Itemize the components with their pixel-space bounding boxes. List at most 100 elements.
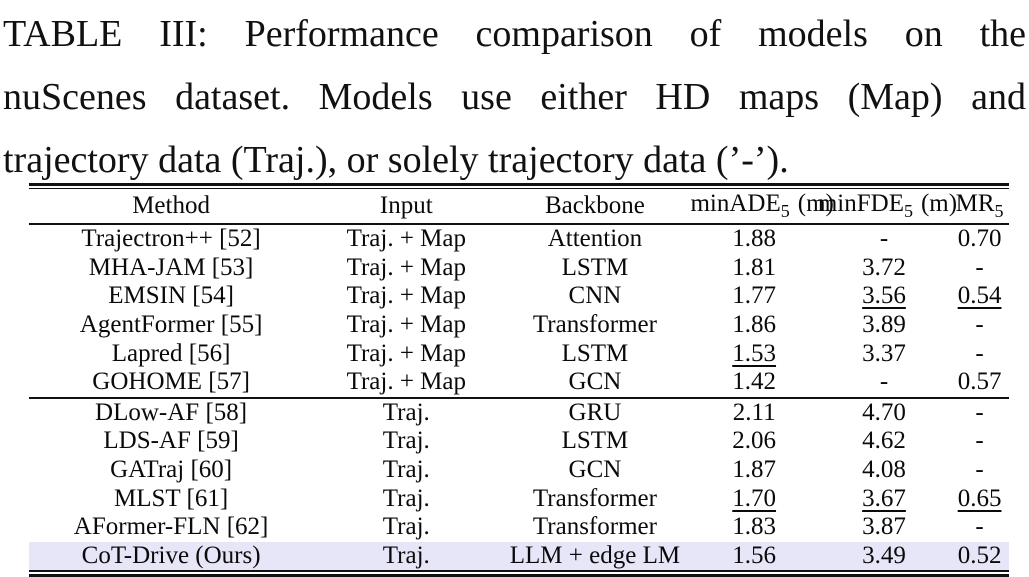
cell-mr: - [975,311,984,339]
cell-mr: 0.54 [957,282,1002,310]
cell-input: Traj. + Map [346,368,466,396]
cell-method: AFormer-FLN [62] [73,513,269,541]
cell-minfde: 3.87 [862,513,906,541]
cell-method: Lapred [56] [111,339,231,367]
cell-backbone: Transformer [532,311,657,339]
cell-input: Traj. + Map [346,339,466,367]
cell-minade: 1.81 [732,253,777,281]
cell-minfde: 3.72 [862,253,906,281]
cell-method: GOHOME [57] [92,368,250,396]
cell-mr: - [975,253,984,281]
table-bottom-rule [29,570,1009,577]
cell-minfde: 3.37 [862,339,906,367]
cell-mr: 0.70 [957,225,1002,253]
cell-minade: 1.77 [732,282,777,310]
cell-mr: 0.52 [957,541,1002,569]
table-caption: TABLE III: Performance comparison of mod… [3,3,1026,192]
caption-line-1: TABLE III: Performance comparison of mod… [3,13,1026,55]
cell-minfde: 3.67 [862,484,906,512]
cell-input: Traj. [382,456,430,484]
cell-method: AgentFormer [55] [79,311,263,339]
cell-minfde: 4.62 [862,427,906,455]
cell-backbone: Transformer [532,513,657,541]
cell-backbone: Attention [547,225,643,253]
table-row-mlst: MLST [61] Traj. Transformer 1.70 3.67 0.… [29,484,1009,513]
cell-minade: 1.88 [732,225,777,253]
table-row-aformer-fln: AFormer-FLN [62] Traj. Transformer 1.83 … [29,513,1009,542]
table-row-cot-drive-highlighted: CoT-Drive (Ours) Traj. LLM + edge LM 1.5… [29,541,1009,571]
cell-method: GATraj [60] [110,456,233,484]
col-header-input: Input [313,189,500,225]
cell-backbone: LLM + edge LM [509,541,681,569]
cell-input: Traj. + Map [346,225,466,253]
cell-minfde: - [879,225,889,253]
results-table: Method Input Backbone minADE5 (m) minFDE5… [29,189,1009,571]
cell-backbone: GCN [568,456,622,484]
col-header-method: Method [29,189,314,225]
cell-method: LDS-AF [59] [103,427,239,455]
cell-minfde: - [879,368,889,396]
col-header-minade: minADE5 (m) [690,189,834,225]
cell-input: Traj. [382,427,430,455]
cell-backbone: Transformer [532,484,657,512]
cell-backbone: CNN [568,282,622,310]
cell-minade: 2.11 [690,396,818,428]
header-row: Method Input Backbone minADE5 (m) minFDE5… [29,189,1009,225]
cell-minade: 2.06 [732,427,777,455]
table-row-gatraj: GATraj [60] Traj. GCN 1.87 4.08 - [29,456,1009,485]
table-row-dlow-af: DLow-AF [58] Traj. GRU 2.11 4.70 - [29,396,1009,428]
cell-mr: - [975,427,984,455]
cell-backbone: LSTM [561,253,629,281]
cell-input: Traj. [382,513,430,541]
cell-minfde: 3.89 [862,311,906,339]
cell-mr: 0.65 [957,484,1002,512]
cell-mr: - [975,339,984,367]
cell-method: EMSIN [54] [108,282,234,310]
cell-method: MLST [61] [114,484,229,512]
table-row-agentformer: AgentFormer [55] Traj. + Map Transformer… [29,311,1009,340]
table-top-rule [29,183,1009,189]
cell-minade: 1.53 [732,339,777,367]
cell-method: DLow-AF [58] [29,396,314,428]
cell-minfde: 4.70 [817,396,951,428]
cell-input: Traj. + Map [346,282,466,310]
cell-minfde: 3.56 [862,282,906,310]
cell-minade: 1.83 [732,513,777,541]
table-row-gohome: GOHOME [57] Traj. + Map GCN 1.42 - 0.57 [29,368,1009,398]
cell-input: Traj. [313,396,500,428]
cell-backbone: GRU [499,396,691,428]
col-header-backbone: Backbone [499,189,691,225]
cell-minfde: 4.08 [862,456,906,484]
cell-method: Trajectron++ [52] [81,225,261,253]
results-table-container: Method Input Backbone minADE5 (m) minFDE5… [29,183,1009,577]
cell-minade: 1.86 [732,311,777,339]
col-header-minfde: minFDE5 (m) [817,189,957,225]
table-row-lds-af: LDS-AF [59] Traj. LSTM 2.06 4.62 - [29,427,1009,456]
cell-mr: - [975,513,984,541]
cell-method: CoT-Drive (Ours) [81,541,261,569]
cell-minade: 1.42 [732,368,777,396]
cell-mr: 0.57 [957,368,1002,396]
cell-input: Traj. [382,484,430,512]
col-header-mr: MR5 [950,189,1009,225]
table-row-lapred: Lapred [56] Traj. + Map LSTM 1.53 3.37 - [29,339,1009,368]
cell-mr: - [950,396,1009,428]
caption-line-3: trajectory data (Traj.), or solely traje… [3,139,789,181]
cell-minade: 1.87 [732,456,777,484]
table-header: Method Input Backbone minADE5 (m) minFDE5… [29,189,1009,225]
cell-mr: - [975,456,984,484]
cell-method: MHA-JAM [53] [88,253,254,281]
table-row-mha-jam: MHA-JAM [53] Traj. + Map LSTM 1.81 3.72 … [29,254,1009,283]
cell-backbone: LSTM [561,427,629,455]
cell-input: Traj. + Map [346,311,466,339]
caption-line-2: nuScenes dataset. Models use either HD m… [3,76,1026,118]
cell-minade: 1.56 [732,541,777,569]
cell-minfde: 3.49 [862,541,906,569]
cell-input: Traj. + Map [346,253,466,281]
cell-backbone: LSTM [561,339,629,367]
table-row-trajectron: Trajectron++ [52] Traj. + Map Attention … [29,224,1009,254]
cell-input: Traj. [382,541,430,569]
cell-minade: 1.70 [732,484,777,512]
table-row-emsin: EMSIN [54] Traj. + Map CNN 1.77 3.56 0.5… [29,282,1009,311]
